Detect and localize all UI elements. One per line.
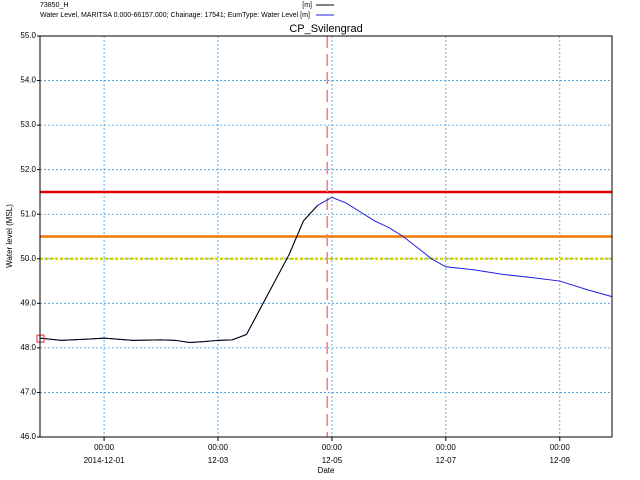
x-tick-label: 00:00 bbox=[208, 443, 229, 452]
y-tick-label: 55.0 bbox=[20, 31, 36, 40]
plot-frame bbox=[39, 35, 613, 438]
x-tick-label: 12-07 bbox=[436, 456, 457, 465]
series-line bbox=[39, 204, 319, 344]
x-tick-label: 12-09 bbox=[550, 456, 571, 465]
y-tick-label: 54.0 bbox=[20, 76, 36, 85]
x-tick-label: 00:00 bbox=[94, 443, 115, 452]
y-tick-label: 47.0 bbox=[20, 388, 36, 397]
y-tick-label: 49.0 bbox=[20, 298, 36, 307]
legend-label: 73850_H bbox=[40, 2, 68, 9]
legend-unit: [m] bbox=[302, 2, 312, 9]
x-tick-label: 00:00 bbox=[550, 443, 571, 452]
y-tick-label: 53.0 bbox=[20, 120, 36, 129]
y-tick-label: 46.0 bbox=[20, 432, 36, 441]
y-tick-label: 48.0 bbox=[20, 343, 36, 352]
y-tick-label: 51.0 bbox=[20, 209, 36, 218]
legend-label: Water Level, MARITSA 0.000-66157.000; Ch… bbox=[40, 12, 310, 19]
chart-title: CP_Svilengrad bbox=[289, 23, 362, 35]
y-tick-label: 50.0 bbox=[20, 254, 36, 263]
x-tick-label: 2014-12-01 bbox=[84, 456, 125, 465]
series-line bbox=[39, 196, 613, 344]
x-axis-label: Date bbox=[318, 466, 335, 475]
x-tick-label: 12-05 bbox=[322, 456, 343, 465]
y-axis-label: Water level (MSL) bbox=[5, 204, 14, 268]
x-tick-label: 00:00 bbox=[436, 443, 457, 452]
x-tick-label: 12-03 bbox=[208, 456, 229, 465]
x-tick-label: 00:00 bbox=[322, 443, 343, 452]
y-tick-label: 52.0 bbox=[20, 165, 36, 174]
